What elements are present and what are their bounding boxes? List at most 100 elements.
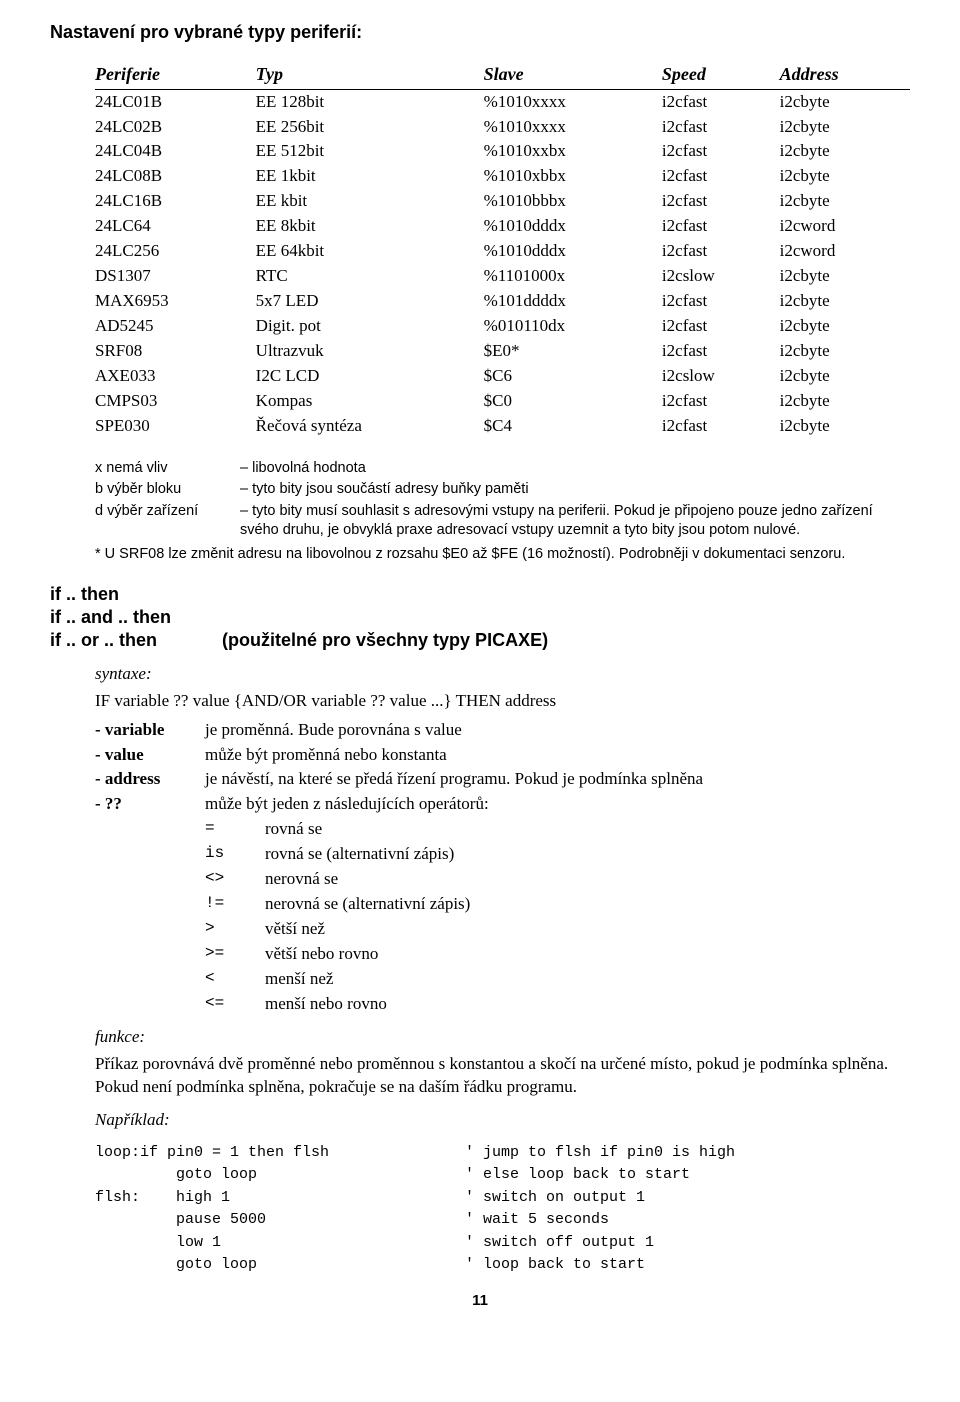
table-row: SPE030Řečová syntéza$C4i2cfasti2cbyte (95, 414, 910, 439)
if-paren-note: (použitelné pro všechny typy PICAXE) (222, 630, 548, 650)
table-cell: Ultrazvuk (256, 339, 484, 364)
section-title: Nastavení pro vybrané typy periferií: (50, 20, 910, 44)
table-row: DS1307RTC%1101000xi2cslowi2cbyte (95, 264, 910, 289)
table-cell: Řečová syntéza (256, 414, 484, 439)
table-cell: RTC (256, 264, 484, 289)
table-cell: i2cfast (662, 89, 780, 114)
table-cell: i2cbyte (780, 389, 910, 414)
table-cell: %1010dddx (484, 214, 662, 239)
operator-desc: menší nebo rovno (265, 993, 910, 1016)
note-row: x nemá vliv– libovolná hodnota (95, 459, 910, 479)
table-cell: %1010bbbx (484, 189, 662, 214)
syntax-line: IF variable ?? value {AND/OR variable ??… (95, 690, 910, 713)
table-head: PeriferieTypSlaveSpeedAddress (95, 60, 910, 89)
table-cell: I2C LCD (256, 364, 484, 389)
operator-desc: rovná se (alternativní zápis) (265, 843, 910, 866)
code-left: flsh: high 1 (95, 1187, 465, 1210)
table-cell: 24LC08B (95, 164, 256, 189)
peripheral-table: PeriferieTypSlaveSpeedAddress 24LC01BEE … (95, 60, 910, 438)
code-example: loop:if pin0 = 1 then flsh' jump to flsh… (95, 1142, 910, 1277)
operator-row: <=menší nebo rovno (205, 993, 910, 1016)
operator-row: <menší než (205, 968, 910, 991)
table-cell: EE 64kbit (256, 239, 484, 264)
table-cell: AXE033 (95, 364, 256, 389)
table-cell: i2cfast (662, 289, 780, 314)
table-cell: i2cword (780, 214, 910, 239)
operator-row: isrovná se (alternativní zápis) (205, 843, 910, 866)
table-row: 24LC256EE 64kbit%1010dddxi2cfasti2cword (95, 239, 910, 264)
table-cell: EE 128bit (256, 89, 484, 114)
code-line: goto loop' loop back to start (95, 1254, 910, 1277)
if-line-3: if .. or .. then (použitelné pro všechny… (50, 629, 910, 652)
operator-row: !=nerovná se (alternativní zápis) (205, 893, 910, 916)
table-header-cell: Slave (484, 60, 662, 89)
page-number: 11 (50, 1291, 910, 1311)
operator-desc: větší než (265, 918, 910, 941)
table-cell: i2cbyte (780, 364, 910, 389)
peripheral-table-wrap: PeriferieTypSlaveSpeedAddress 24LC01BEE … (95, 60, 910, 438)
def-key: - value (95, 744, 205, 767)
operator-symbol: >= (205, 943, 265, 966)
table-cell: %1010xxxx (484, 115, 662, 140)
note-row: d výběr zařízení– tyto bity musí souhlas… (95, 502, 910, 541)
table-row: 24LC16BEE kbit%1010bbbxi2cfasti2cbyte (95, 189, 910, 214)
table-cell: %1010xxbx (484, 139, 662, 164)
table-cell: DS1307 (95, 264, 256, 289)
code-line: pause 5000' wait 5 seconds (95, 1209, 910, 1232)
table-cell: Kompas (256, 389, 484, 414)
code-left: low 1 (95, 1232, 465, 1255)
funkce-label: funkce: (95, 1026, 910, 1049)
table-cell: %1101000x (484, 264, 662, 289)
syntax-label: syntaxe: (95, 663, 910, 686)
table-cell: i2cfast (662, 239, 780, 264)
table-cell: MAX6953 (95, 289, 256, 314)
table-cell: i2cfast (662, 189, 780, 214)
operator-desc: nerovná se (265, 868, 910, 891)
def-row: - valuemůže být proměnná nebo konstanta (95, 744, 910, 767)
operator-row: >=větší nebo rovno (205, 943, 910, 966)
table-cell: $E0* (484, 339, 662, 364)
table-cell: i2cbyte (780, 89, 910, 114)
table-body: 24LC01BEE 128bit%1010xxxxi2cfasti2cbyte2… (95, 89, 910, 439)
table-cell: i2cfast (662, 115, 780, 140)
operator-desc: nerovná se (alternativní zápis) (265, 893, 910, 916)
operator-desc: rovná se (265, 818, 910, 841)
table-cell: SRF08 (95, 339, 256, 364)
table-row: 24LC04BEE 512bit%1010xxbxi2cfasti2cbyte (95, 139, 910, 164)
table-row: SRF08Ultrazvuk$E0*i2cfasti2cbyte (95, 339, 910, 364)
table-header-cell: Periferie (95, 60, 256, 89)
code-left: goto loop (95, 1164, 465, 1187)
operator-symbol: <= (205, 993, 265, 1016)
table-cell: EE 256bit (256, 115, 484, 140)
table-cell: i2cfast (662, 389, 780, 414)
operator-row: >větší než (205, 918, 910, 941)
operator-row: <>nerovná se (205, 868, 910, 891)
table-cell: 24LC16B (95, 189, 256, 214)
table-cell: $C4 (484, 414, 662, 439)
table-cell: 24LC01B (95, 89, 256, 114)
code-line: goto loop' else loop back to start (95, 1164, 910, 1187)
def-value: může být jeden z následujících operátorů… (205, 793, 910, 816)
operator-symbol: is (205, 843, 265, 866)
table-cell: i2cslow (662, 364, 780, 389)
code-comment: ' switch on output 1 (465, 1187, 910, 1210)
code-comment: ' loop back to start (465, 1254, 910, 1277)
def-key: - address (95, 768, 205, 791)
table-cell: i2cbyte (780, 264, 910, 289)
table-cell: i2cfast (662, 214, 780, 239)
table-header-cell: Typ (256, 60, 484, 89)
note-value: – libovolná hodnota (240, 459, 910, 479)
def-key: - ?? (95, 793, 205, 816)
table-cell: i2cbyte (780, 414, 910, 439)
table-cell: i2cbyte (780, 115, 910, 140)
def-value: je návěstí, na které se předá řízení pro… (205, 768, 910, 791)
example-label: Například: (95, 1109, 910, 1132)
table-cell: 24LC64 (95, 214, 256, 239)
table-cell: i2cbyte (780, 339, 910, 364)
table-header-cell: Address (780, 60, 910, 89)
table-cell: i2cbyte (780, 189, 910, 214)
def-value: může být proměnná nebo konstanta (205, 744, 910, 767)
table-cell: EE 512bit (256, 139, 484, 164)
table-cell: EE 8kbit (256, 214, 484, 239)
table-cell: i2cbyte (780, 164, 910, 189)
